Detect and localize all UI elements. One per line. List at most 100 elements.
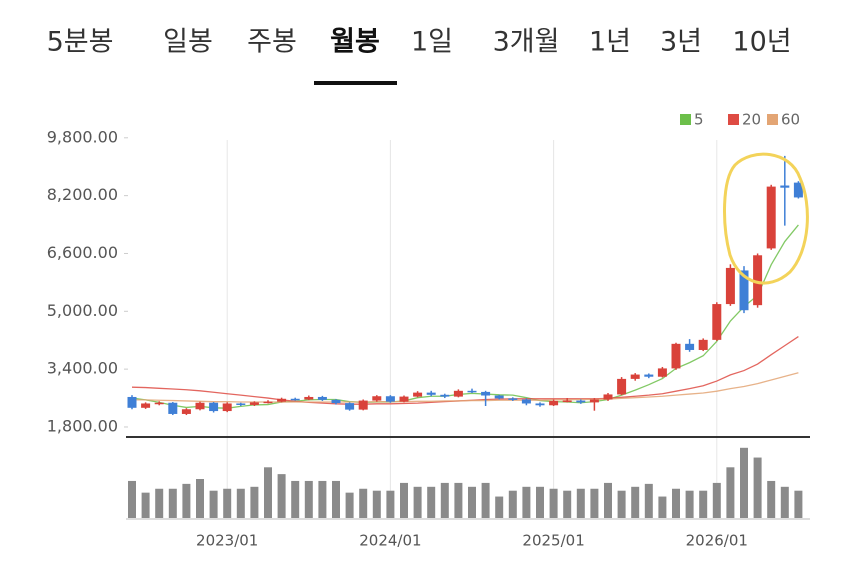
legend-label: 20: [742, 111, 761, 129]
volume-bar: [155, 488, 164, 518]
volume-bar: [223, 488, 232, 518]
y-tick-label: 8,200.00: [47, 185, 118, 204]
volume-bar: [740, 447, 748, 518]
candle-body: [141, 403, 151, 408]
highlight-circle: [723, 152, 809, 285]
candle-body: [481, 391, 491, 396]
candle-body: [698, 339, 708, 350]
candle-body: [603, 394, 613, 400]
volume-bar: [440, 482, 449, 518]
candle-body: [358, 400, 368, 410]
legend-swatch: [680, 114, 691, 125]
candle-body: [562, 400, 572, 403]
candle-body: [494, 395, 504, 399]
volume-bar: [712, 482, 721, 518]
volume-bar: [372, 490, 381, 518]
volume-bar: [495, 496, 504, 518]
tab[interactable]: 1일: [411, 27, 453, 58]
volume-bar: [400, 482, 408, 518]
volume-bar: [182, 483, 191, 518]
volume-bar: [549, 488, 558, 518]
volume-bar: [468, 486, 476, 518]
candle-body: [725, 267, 735, 305]
volume-bar: [304, 480, 313, 518]
x-tick-label: 2026/01: [686, 532, 748, 550]
legend-label: 5: [694, 111, 704, 129]
volume-bar: [345, 492, 354, 518]
candle-body: [793, 182, 803, 198]
candle-body: [535, 403, 545, 406]
candle-body: [263, 401, 273, 404]
volume-bar: [413, 486, 422, 518]
candle-body: [426, 392, 436, 395]
tab[interactable]: 일봉: [163, 27, 213, 58]
y-tick-label: 3,400.00: [47, 359, 118, 378]
candle-body: [290, 398, 300, 401]
volume-bar: [236, 488, 245, 518]
candle-body: [739, 270, 749, 311]
volume-bar: [481, 482, 490, 518]
volume-bar: [250, 486, 259, 518]
tab[interactable]: 월봉: [330, 27, 380, 58]
candle-body: [277, 398, 287, 402]
volume-bar: [536, 486, 544, 518]
candle-body: [766, 186, 776, 249]
legend-label: 60: [781, 111, 800, 129]
volume-bar: [699, 490, 708, 518]
y-tick-label: 1,800.00: [47, 416, 118, 435]
volume-bar: [128, 480, 136, 518]
volume-bar: [658, 496, 667, 518]
candle-body: [753, 255, 763, 306]
candle-body: [644, 374, 654, 377]
volume-bar: [318, 480, 327, 518]
candle-body: [385, 396, 395, 402]
candle-body: [413, 392, 423, 397]
candle-body: [209, 402, 219, 412]
candle-body: [467, 390, 477, 393]
tab[interactable]: 주봉: [247, 27, 297, 58]
candle-body: [630, 374, 640, 379]
candle-body: [168, 402, 178, 414]
volume-bar: [672, 488, 680, 518]
volume-bar: [277, 474, 286, 518]
candle-body: [399, 396, 409, 402]
tab[interactable]: 1년: [589, 27, 631, 58]
tab[interactable]: 10년: [732, 27, 791, 58]
volume-bar: [454, 482, 463, 518]
volume-bar: [604, 482, 612, 518]
moving-average-line: [131, 224, 799, 409]
tab[interactable]: 3개월: [493, 27, 560, 58]
candle-body: [304, 396, 314, 400]
y-tick-label: 9,800.00: [47, 127, 118, 146]
candle-body: [780, 185, 790, 188]
legend-swatch: [767, 114, 778, 125]
candle-body: [195, 402, 205, 410]
volume-bar: [332, 480, 340, 518]
candle-body: [222, 403, 232, 412]
candle-body: [712, 304, 722, 340]
legend-swatch: [728, 114, 739, 125]
volume-bar: [753, 457, 762, 518]
volume-bar: [209, 490, 218, 518]
candle-body: [671, 343, 681, 369]
volume-bar: [386, 490, 395, 518]
volume-bar: [168, 488, 177, 518]
volume-bar: [685, 490, 694, 518]
tab-underline: [314, 81, 397, 85]
y-tick-label: 5,000.00: [47, 301, 118, 320]
volume-bar: [767, 480, 776, 518]
volume-bar: [780, 486, 789, 518]
candle-body: [331, 399, 341, 404]
candle-body: [317, 396, 327, 400]
volume-bar: [794, 490, 803, 518]
candle-body: [685, 343, 695, 350]
volume-bar: [590, 488, 599, 518]
tab[interactable]: 5분봉: [47, 27, 114, 58]
y-tick-label: 6,600.00: [47, 243, 118, 262]
candle-body: [589, 399, 599, 403]
tab[interactable]: 3년: [660, 27, 702, 58]
moving-average-line: [132, 372, 799, 403]
candle-body: [549, 400, 559, 406]
volume-bar: [291, 480, 300, 518]
